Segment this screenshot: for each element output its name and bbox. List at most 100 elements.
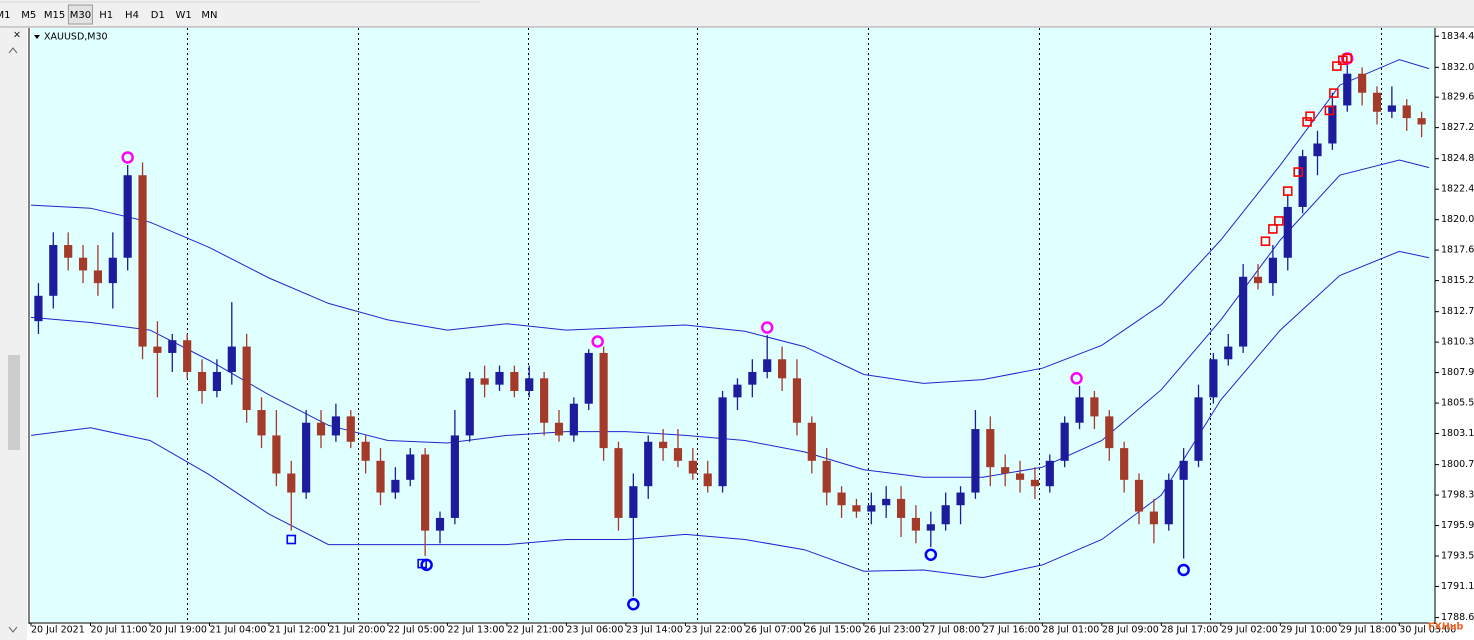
candle-body <box>1402 105 1411 119</box>
signal-square <box>417 558 427 569</box>
candle-body <box>837 492 846 506</box>
candle-body <box>34 295 43 322</box>
candle-body <box>614 448 623 518</box>
y-tick-label: 1822.40 <box>1441 184 1474 195</box>
timeframe-bar: M1 M5 M15 M30 H1 H4 D1 W1 MN <box>0 4 217 25</box>
candle-body <box>1194 397 1203 461</box>
candle-body <box>971 429 980 493</box>
y-tick-label: 1798.30 <box>1441 490 1474 501</box>
signal-square <box>286 534 297 545</box>
candle-body <box>138 175 147 347</box>
candle-body <box>421 454 430 531</box>
timeframe-button[interactable]: M15 <box>44 10 65 21</box>
candle-body <box>673 448 683 461</box>
timeframe-button[interactable]: M30 <box>70 10 91 21</box>
candle-body <box>792 378 802 423</box>
y-tick-label: 1834.45 <box>1441 31 1474 42</box>
candle-body <box>748 371 757 385</box>
candle-body <box>108 257 117 284</box>
y-tick-label: 1807.95 <box>1441 367 1474 378</box>
candle-body <box>64 245 73 258</box>
scroll-thumb[interactable] <box>8 355 20 450</box>
candle-body <box>584 352 593 404</box>
candle-body <box>1209 359 1218 398</box>
x-tick-label: 28 Jul 17:00 <box>1161 625 1218 636</box>
chart-title: XAUUSD,M30 <box>44 32 108 43</box>
signal-circle <box>924 548 938 561</box>
candle-body <box>1239 276 1248 347</box>
candle-body <box>1298 156 1307 207</box>
candle-body <box>882 498 891 506</box>
timeframe-button[interactable]: MN <box>201 10 217 21</box>
candle-body <box>302 422 311 493</box>
y-tick-label: 1793.50 <box>1441 551 1474 562</box>
x-tick-label: 29 Jul 02:00 <box>1221 625 1278 636</box>
candle-body <box>926 524 935 531</box>
candle-body <box>941 505 950 525</box>
x-tick-label: 21 Jul 04:00 <box>209 625 266 636</box>
candle-body <box>629 486 638 518</box>
candle-body <box>540 378 549 423</box>
signal-circle <box>760 321 774 334</box>
candle-body <box>911 517 921 531</box>
x-tick-label: 23 Jul 14:00 <box>626 625 683 636</box>
candle-body <box>212 371 222 391</box>
candle-body <box>867 505 876 512</box>
scroll-down[interactable] <box>8 626 18 633</box>
toolbar-bg <box>0 0 1474 27</box>
candle-body <box>272 435 281 474</box>
panel-close[interactable]: × <box>13 30 21 41</box>
x-tick-label: 22 Jul 05:00 <box>388 625 445 636</box>
y-tick-label: 1824.80 <box>1441 153 1474 164</box>
candle-body <box>1328 105 1337 144</box>
candle-body <box>688 460 697 474</box>
candle-body <box>1105 416 1114 449</box>
y-tick-label: 1832.00 <box>1441 62 1474 73</box>
candle-body <box>1179 460 1188 480</box>
candle-body <box>807 422 816 461</box>
plot-area <box>31 28 1435 622</box>
side-panel <box>0 28 27 640</box>
timeframe-button[interactable]: H4 <box>125 10 139 21</box>
timeframe-button[interactable]: W1 <box>175 10 191 21</box>
y-tick-label: 1788.65 <box>1441 612 1474 623</box>
candle-body <box>123 175 132 258</box>
candle-body <box>1060 422 1069 461</box>
y-tick-label: 1827.25 <box>1441 122 1474 133</box>
candle-body <box>1253 276 1263 284</box>
y-tick-label: 1803.15 <box>1441 428 1474 439</box>
x-tick-label: 21 Jul 12:00 <box>269 625 326 636</box>
candle-body <box>435 517 445 531</box>
x-tick-label: 20 Jul 11:00 <box>90 625 147 636</box>
candle-body <box>525 378 534 391</box>
timeframe-button[interactable]: D1 <box>151 10 165 21</box>
x-tick-label: 21 Jul 20:00 <box>328 625 385 636</box>
scroll-up[interactable] <box>8 47 18 54</box>
candle-body <box>242 346 251 411</box>
timeframe-button[interactable]: H1 <box>99 10 113 21</box>
candle-body <box>1283 206 1292 258</box>
y-tick-label: 1805.55 <box>1441 398 1474 409</box>
band-line <box>31 59 1430 384</box>
x-tick-label: 20 Jul 2021 <box>31 625 85 636</box>
candle-body <box>153 346 162 353</box>
candle-body <box>852 505 861 512</box>
candle-body <box>1417 118 1426 125</box>
y-tick-label: 1791.10 <box>1441 581 1474 592</box>
timeframe-button[interactable]: M1 <box>0 10 11 21</box>
candle-body <box>49 245 58 296</box>
signal-square <box>1305 111 1315 122</box>
candle-body <box>1387 105 1396 112</box>
candle-body <box>763 359 772 372</box>
x-tick-label: 29 Jul 10:00 <box>1280 625 1337 636</box>
candle-body <box>197 371 207 391</box>
x-tick-label: 22 Jul 13:00 <box>447 625 504 636</box>
candle-body <box>361 441 370 461</box>
candle-body <box>644 441 653 487</box>
x-tick-label: 29 Jul 18:00 <box>1340 625 1397 636</box>
candle-body <box>510 371 519 391</box>
x-tick-label: 30 Jul 03:00 <box>1399 625 1456 636</box>
x-tick-label: 26 Jul 15:00 <box>804 625 861 636</box>
timeframe-button[interactable]: M5 <box>21 10 36 21</box>
candle-body <box>554 422 564 436</box>
